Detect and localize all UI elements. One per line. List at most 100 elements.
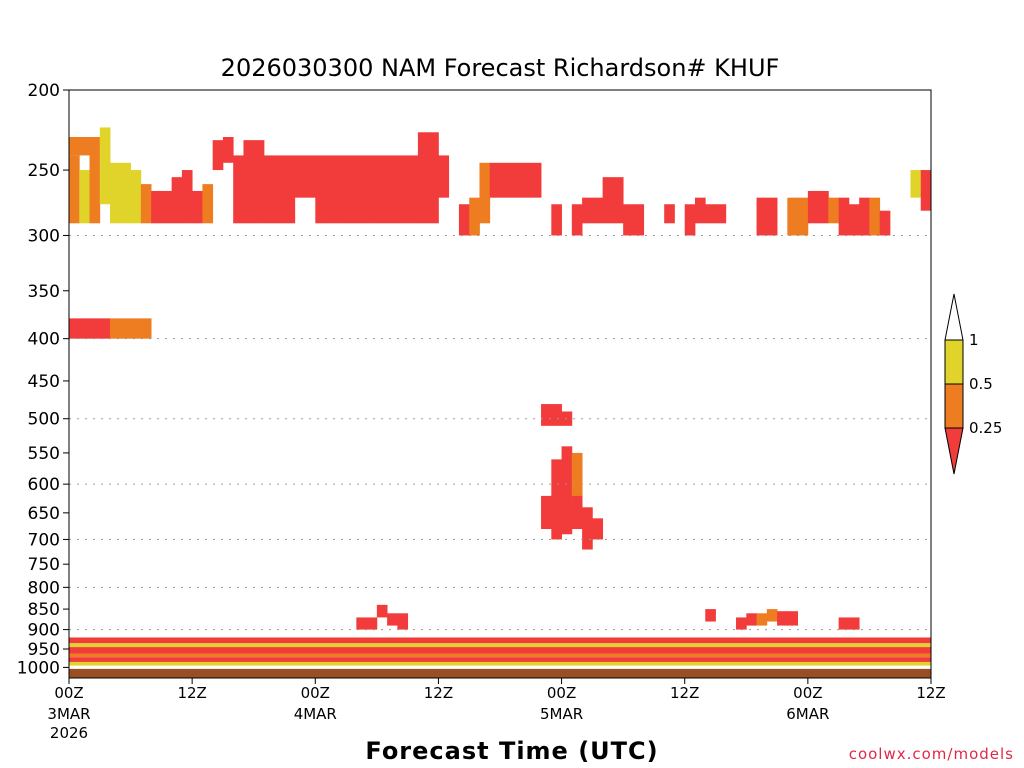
y-tick-label: 300 [28, 226, 60, 246]
x-tick-label: 00Z [301, 684, 330, 702]
ri-cell [920, 170, 932, 211]
ri-cell [766, 197, 778, 236]
x-tick-label: 00Z [793, 684, 822, 702]
ri-cell [222, 137, 234, 163]
ri-cell [387, 155, 398, 224]
y-tick-label: 550 [28, 444, 60, 464]
ri-cell [582, 507, 593, 550]
ri-cell [541, 404, 552, 426]
ri-cell [458, 204, 470, 236]
ri-cell [130, 170, 142, 224]
ri-cell [705, 609, 716, 622]
x-tick-date: 6MAR [786, 705, 829, 723]
y-tick-label: 450 [28, 372, 60, 392]
x-tick-label: 12Z [670, 684, 699, 702]
ri-cell [181, 170, 193, 224]
ri-cell [397, 155, 409, 224]
ri-cell [89, 137, 101, 224]
ri-cell [530, 162, 542, 198]
ri-cell [694, 197, 706, 224]
ri-cell [376, 604, 388, 618]
ri-cell [818, 190, 829, 224]
ri-cell [777, 611, 788, 626]
ri-cell [120, 162, 131, 224]
ri-cell [69, 318, 80, 339]
ri-cell [520, 162, 532, 198]
ri-cell [633, 204, 645, 236]
ri-cell [356, 155, 367, 224]
ri-surface-band [69, 661, 931, 666]
ri-cell [99, 127, 111, 205]
legend-label: 1 [969, 331, 979, 349]
ri-cell [417, 132, 429, 224]
ri-cell [746, 613, 757, 626]
ri-cell [828, 197, 840, 224]
x-axis-label: Forecast Time (UTC) [365, 737, 658, 765]
ri-cell [69, 137, 80, 156]
ri-cell [592, 197, 604, 224]
x-tick-label: 12Z [916, 684, 945, 702]
ri-cell [756, 613, 768, 626]
x-tick-label: 00Z [547, 684, 576, 702]
y-tick-label: 200 [28, 81, 60, 101]
y-tick-label: 500 [28, 410, 60, 430]
ri-cell [192, 190, 203, 224]
ri-cell [366, 155, 378, 224]
ri-cell [489, 162, 501, 198]
ri-cell [551, 459, 562, 513]
ri-cell [140, 318, 152, 339]
ri-cell [848, 617, 860, 630]
ri-surface-band [69, 653, 931, 658]
ri-cell [438, 155, 450, 198]
ri-cell [869, 197, 881, 236]
ri-cell [592, 518, 604, 540]
ri-cell [807, 190, 819, 224]
ri-cell [294, 155, 306, 198]
ri-cell [151, 190, 162, 224]
legend-swatch-below-0.25 [944, 427, 964, 475]
ri-cell [346, 155, 357, 224]
ri-cell [233, 155, 244, 224]
chart-title: 2026030300 NAM Forecast Richardson# KHUF [221, 54, 780, 82]
ri-cell [787, 611, 798, 626]
ri-cell [787, 197, 798, 236]
ri-cell [910, 170, 922, 198]
y-tick-label: 700 [28, 530, 60, 550]
x-tick-year: 2026 [50, 724, 88, 742]
y-tick-label: 600 [28, 475, 60, 495]
color-legend: 1 0.5 0.25 [944, 293, 1002, 475]
ri-cell [684, 204, 696, 236]
ri-cell [110, 162, 121, 224]
x-tick-label: 12Z [424, 684, 453, 702]
ri-cell [99, 318, 111, 339]
legend-label: 0.5 [969, 375, 993, 393]
ri-surface-band [69, 643, 931, 648]
legend-swatch-0.5-1 [944, 339, 964, 385]
ri-cell [356, 617, 367, 630]
legend-swatch-0.25-0.5 [944, 383, 964, 429]
ri-cell [161, 190, 173, 224]
ri-cell [325, 155, 337, 224]
plot-frame [68, 89, 932, 679]
ri-cell [171, 177, 183, 224]
ri-surface-band [69, 647, 931, 654]
ri-cell [263, 155, 275, 224]
ri-cell [879, 210, 891, 236]
ri-cell [500, 162, 511, 198]
ri-cell [274, 155, 285, 224]
ri-cell [797, 197, 809, 236]
data-cells [69, 127, 932, 666]
y-tick-label: 900 [28, 621, 60, 641]
ri-cell [510, 162, 521, 198]
ri-cell [284, 155, 296, 224]
ri-cell [397, 613, 409, 630]
y-tick-label: 750 [28, 555, 60, 575]
ri-cell [838, 617, 850, 630]
x-tick-date: 4MAR [294, 705, 337, 723]
x-tick-date: 5MAR [540, 705, 583, 723]
y-tick-label: 400 [28, 330, 60, 350]
ri-cell [253, 140, 265, 224]
ri-surface-band [69, 637, 931, 644]
ri-cell [469, 197, 480, 236]
ri-cell [664, 204, 675, 224]
